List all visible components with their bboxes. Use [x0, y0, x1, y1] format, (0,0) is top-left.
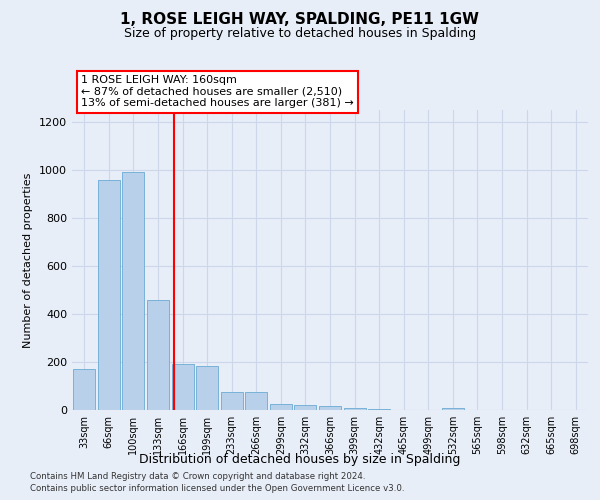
Bar — [122, 172, 145, 410]
Text: 1 ROSE LEIGH WAY: 160sqm
← 87% of detached houses are smaller (2,510)
13% of sem: 1 ROSE LEIGH WAY: 160sqm ← 87% of detach… — [81, 75, 354, 108]
Bar — [344, 408, 365, 410]
Text: Distribution of detached houses by size in Spalding: Distribution of detached houses by size … — [139, 452, 461, 466]
Text: Size of property relative to detached houses in Spalding: Size of property relative to detached ho… — [124, 28, 476, 40]
Bar — [319, 406, 341, 410]
Bar — [368, 409, 390, 410]
Bar — [221, 392, 243, 410]
Text: 1, ROSE LEIGH WAY, SPALDING, PE11 1GW: 1, ROSE LEIGH WAY, SPALDING, PE11 1GW — [121, 12, 479, 28]
Bar — [147, 300, 169, 410]
Y-axis label: Number of detached properties: Number of detached properties — [23, 172, 34, 348]
Bar — [196, 366, 218, 410]
Text: Contains public sector information licensed under the Open Government Licence v3: Contains public sector information licen… — [30, 484, 404, 493]
Bar — [270, 404, 292, 410]
Text: Contains HM Land Registry data © Crown copyright and database right 2024.: Contains HM Land Registry data © Crown c… — [30, 472, 365, 481]
Bar — [295, 405, 316, 410]
Bar — [245, 392, 268, 410]
Bar — [73, 369, 95, 410]
Bar — [442, 408, 464, 410]
Bar — [98, 180, 120, 410]
Bar — [172, 364, 194, 410]
